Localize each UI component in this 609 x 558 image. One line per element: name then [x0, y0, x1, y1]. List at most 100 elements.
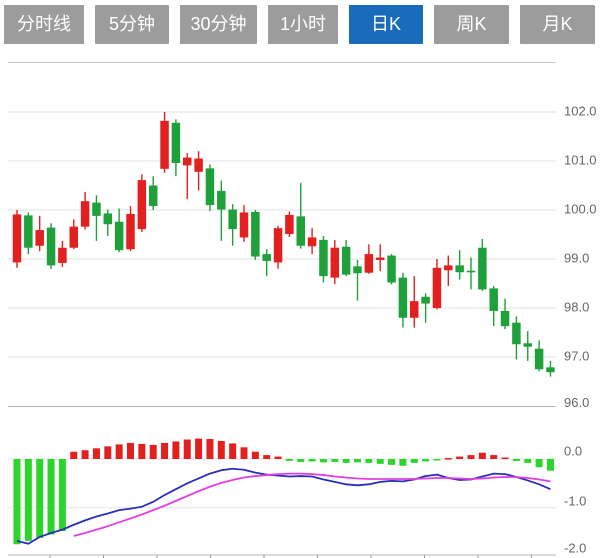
- candle-body: [171, 122, 181, 163]
- candle-body: [534, 348, 544, 370]
- candle-body: [183, 157, 192, 166]
- tab-monthly-k[interactable]: 月K: [520, 5, 595, 44]
- macd-histogram-bar: [365, 459, 373, 463]
- macd-histogram-bar: [388, 459, 396, 465]
- macd-histogram-bar: [354, 459, 361, 463]
- candle-body: [387, 255, 396, 283]
- candle-body: [296, 216, 305, 246]
- macd-histogram-bar: [433, 459, 441, 461]
- candle-body: [12, 214, 22, 263]
- candle-body: [262, 254, 271, 261]
- macd-histogram-bar: [251, 451, 259, 459]
- candle-body: [489, 288, 498, 311]
- macd-histogram-bar: [285, 459, 293, 461]
- candle-body: [148, 185, 158, 207]
- macd-histogram-bar: [376, 459, 384, 464]
- macd-histogram-bar: [410, 459, 418, 463]
- macd-histogram-bar: [501, 457, 509, 460]
- macd-histogram-bar: [331, 459, 339, 462]
- macd-histogram-bar: [149, 444, 157, 459]
- candle-body: [375, 257, 385, 260]
- candle-body: [217, 190, 226, 210]
- macd-axis-label: 0.0: [564, 443, 582, 458]
- candle-body: [92, 202, 101, 216]
- candle-body: [353, 266, 362, 274]
- candle-body: [444, 265, 453, 271]
- tab-daily-k[interactable]: 日K: [349, 5, 423, 44]
- candle-body: [455, 265, 464, 273]
- price-axis-label: 101.0: [564, 152, 597, 167]
- macd-histogram-bar: [342, 459, 350, 463]
- candle-body: [126, 213, 135, 250]
- period-tabbar: 分时线 5分钟 30分钟 1小时 日K 周K 月K: [4, 5, 595, 44]
- tab-30min[interactable]: 30分钟: [180, 5, 257, 44]
- macd-histogram-bar: [183, 439, 191, 459]
- candle-body: [285, 214, 294, 235]
- macd-histogram-bar: [297, 459, 305, 462]
- macd-histogram-bar: [92, 448, 100, 459]
- macd-histogram-bar: [47, 459, 55, 535]
- macd-histogram-bar: [36, 459, 44, 538]
- macd-histogram-bar: [263, 455, 271, 459]
- macd-histogram-bar: [81, 450, 89, 459]
- macd-histogram-bar: [217, 440, 225, 459]
- macd-histogram-bar: [478, 452, 486, 459]
- candle-body: [512, 322, 521, 345]
- macd-histogram-bar: [24, 459, 32, 541]
- candle-body: [466, 270, 476, 273]
- candle-body: [160, 120, 169, 169]
- macd-histogram-bar: [512, 459, 520, 461]
- candle-body: [58, 247, 67, 263]
- macd-histogram-bar: [456, 456, 464, 459]
- candle-body: [103, 213, 113, 225]
- candle-body: [546, 367, 555, 373]
- candle-body: [239, 212, 249, 238]
- macd-histogram-bar: [127, 442, 134, 459]
- candle-body: [500, 310, 510, 327]
- macd-histogram-bar: [58, 459, 66, 532]
- macd-dea-line: [73, 472, 551, 537]
- candle-body: [69, 226, 78, 248]
- candle-body: [478, 247, 487, 290]
- macd-histogram-bar: [546, 459, 554, 471]
- candle-body: [114, 221, 124, 251]
- tab-timeline[interactable]: 分时线: [4, 5, 84, 44]
- candle-body: [205, 168, 215, 206]
- candle-body: [307, 237, 317, 247]
- candle-body: [398, 277, 408, 318]
- candle-body: [330, 247, 340, 278]
- tab-5min[interactable]: 5分钟: [95, 5, 169, 44]
- tab-weekly-k[interactable]: 周K: [434, 5, 509, 44]
- macd-histogram-bar: [70, 451, 78, 459]
- macd-dif-line: [16, 467, 551, 545]
- candle-body: [421, 296, 430, 304]
- price-axis-label: 97.0: [564, 348, 589, 363]
- candle-body: [319, 239, 328, 277]
- macd-histogram-bar: [138, 443, 146, 459]
- macd-histogram-bar: [422, 459, 430, 462]
- macd-histogram-bar: [524, 459, 532, 463]
- macd-histogram-bar: [161, 442, 169, 459]
- price-axis-label: 96.0: [564, 395, 589, 410]
- macd-histogram-bar: [104, 446, 112, 459]
- candle-body: [410, 301, 419, 318]
- candle-body: [523, 343, 532, 347]
- macd-histogram-bar: [229, 443, 237, 459]
- macd-histogram-bar: [274, 456, 282, 459]
- candle-body: [194, 158, 203, 172]
- candle-body: [228, 209, 237, 230]
- candle-body: [273, 228, 283, 263]
- tab-1hour[interactable]: 1小时: [268, 5, 338, 44]
- macd-histogram-bar: [206, 439, 214, 459]
- macd-axis-label: -2.0: [564, 540, 586, 555]
- candle-body: [432, 267, 442, 308]
- candle-body: [341, 246, 351, 275]
- macd-histogram-bar: [319, 459, 327, 463]
- candle-body: [80, 201, 90, 227]
- candle-body: [24, 215, 33, 248]
- macd-histogram-bar: [240, 447, 248, 459]
- price-axis-label: 102.0: [564, 103, 597, 118]
- macd-histogram-bar: [444, 458, 452, 460]
